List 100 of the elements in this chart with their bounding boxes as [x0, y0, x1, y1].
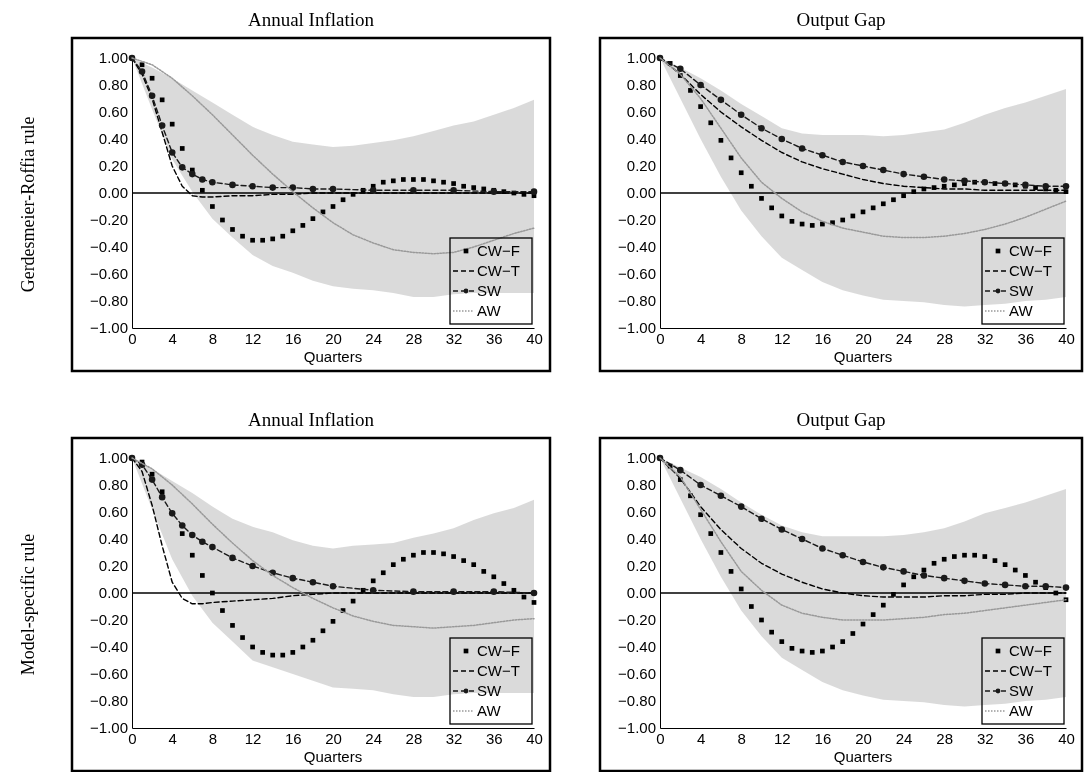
y-tick-label: 0.40: [626, 130, 656, 148]
legend-label: CW−F: [477, 642, 520, 660]
y-tick-label: 1.00: [626, 449, 656, 467]
x-tick-label: 4: [168, 329, 177, 347]
chart-title: Output Gap: [796, 409, 886, 430]
chart-title: Annual Inflation: [247, 409, 375, 430]
y-tick-label: −1.00: [618, 319, 656, 337]
x-tick-label: 28: [405, 329, 423, 347]
x-tick-label: 0: [656, 729, 665, 747]
x-tick-label: 36: [485, 329, 503, 347]
y-tick-label: 0.40: [626, 530, 656, 548]
y-tick-label: −0.40: [90, 638, 128, 656]
x-tick-label: 8: [208, 329, 218, 347]
y-tick-label: 0.60: [98, 103, 128, 121]
x-axis-title: Quarters: [833, 348, 893, 365]
legend-label: SW: [477, 282, 502, 300]
y-tick-label: −1.00: [90, 319, 128, 337]
y-tick-label: 0.80: [626, 76, 656, 94]
x-tick-label: 12: [773, 329, 791, 347]
y-tick-label: −0.40: [618, 638, 656, 656]
legend-label: AW: [1009, 302, 1034, 320]
y-axis-title: Gerdesmeier-Roffia rule: [18, 116, 39, 293]
y-tick-label: 0.20: [98, 557, 128, 575]
legend-label: CW−F: [1009, 242, 1052, 260]
y-tick-label: −0.60: [618, 265, 656, 283]
x-tick-label: 40: [526, 729, 543, 747]
y-tick-label: 0.60: [98, 503, 128, 521]
x-tick-label: 8: [737, 329, 746, 347]
x-tick-label: 36: [485, 729, 503, 747]
y-tick-label: −0.80: [618, 692, 656, 710]
x-tick-label: 12: [244, 729, 262, 747]
y-tick-label: −0.40: [618, 238, 656, 256]
x-tick-label: 16: [284, 729, 302, 747]
x-tick-label: 32: [976, 729, 994, 747]
y-tick-label: 0.80: [98, 476, 128, 494]
x-tick-label: 40: [1058, 329, 1075, 347]
y-tick-label: 0.20: [626, 557, 656, 575]
x-tick-label: 24: [895, 329, 913, 347]
x-tick-label: 24: [365, 329, 383, 347]
x-tick-label: 32: [976, 329, 994, 347]
y-tick-label: −0.60: [90, 265, 128, 283]
x-axis-title: Quarters: [303, 748, 363, 765]
legend-label: SW: [1009, 282, 1034, 300]
x-tick-label: 20: [855, 329, 872, 347]
x-tick-label: 36: [1017, 729, 1035, 747]
x-tick-label: 16: [284, 329, 302, 347]
y-tick-label: 1.00: [626, 49, 656, 67]
y-tick-label: −0.80: [90, 292, 128, 310]
x-tick-label: 32: [445, 729, 463, 747]
legend-label: SW: [1009, 682, 1034, 700]
y-tick-label: 0.80: [98, 76, 128, 94]
x-tick-label: 40: [1058, 729, 1075, 747]
chart-title: Annual Inflation: [247, 9, 375, 30]
legend-label: AW: [477, 702, 502, 720]
y-tick-label: −1.00: [90, 719, 128, 737]
legend-label: AW: [1009, 702, 1034, 720]
y-tick-label: −0.20: [618, 611, 656, 629]
legend-label: SW: [477, 682, 502, 700]
x-tick-label: 4: [696, 729, 706, 747]
x-tick-label: 40: [526, 329, 543, 347]
x-tick-label: 16: [814, 729, 832, 747]
y-tick-label: −0.20: [90, 211, 128, 229]
x-tick-label: 32: [445, 329, 463, 347]
x-tick-label: 20: [325, 729, 342, 747]
legend-label: CW−T: [1009, 662, 1052, 680]
y-tick-label: 0.00: [626, 584, 656, 602]
y-tick-label: −0.60: [618, 665, 656, 683]
chart-title: Output Gap: [796, 9, 886, 30]
y-tick-label: 0.00: [98, 584, 128, 602]
legend-label: CW−F: [1009, 642, 1052, 660]
x-tick-label: 20: [855, 729, 872, 747]
x-tick-label: 12: [773, 729, 791, 747]
y-tick-label: −0.20: [90, 611, 128, 629]
y-tick-label: 0.20: [626, 157, 656, 175]
legend-label: CW−T: [477, 262, 520, 280]
legend-label: CW−T: [1009, 262, 1052, 280]
x-tick-label: 8: [737, 729, 746, 747]
x-tick-label: 0: [128, 729, 137, 747]
x-tick-label: 28: [405, 729, 423, 747]
x-tick-label: 4: [696, 329, 706, 347]
y-tick-label: −0.80: [90, 692, 128, 710]
x-tick-label: 0: [656, 329, 665, 347]
x-tick-label: 24: [895, 729, 913, 747]
x-tick-label: 36: [1017, 329, 1035, 347]
y-tick-label: −0.60: [90, 665, 128, 683]
x-tick-label: 28: [936, 329, 954, 347]
y-tick-label: 1.00: [98, 449, 128, 467]
y-tick-label: 0.60: [626, 503, 656, 521]
y-tick-label: 0.00: [626, 184, 656, 202]
y-tick-label: 0.60: [626, 103, 656, 121]
x-tick-label: 28: [936, 729, 954, 747]
x-axis-title: Quarters: [303, 348, 363, 365]
y-axis-title: Model-specific rule: [18, 533, 39, 676]
y-tick-label: −0.80: [618, 292, 656, 310]
y-tick-label: 0.80: [626, 476, 656, 494]
x-axis-title: Quarters: [833, 748, 893, 765]
y-tick-label: −0.20: [618, 211, 656, 229]
legend-label: AW: [477, 302, 502, 320]
x-tick-label: 4: [168, 729, 177, 747]
x-tick-label: 24: [365, 729, 383, 747]
